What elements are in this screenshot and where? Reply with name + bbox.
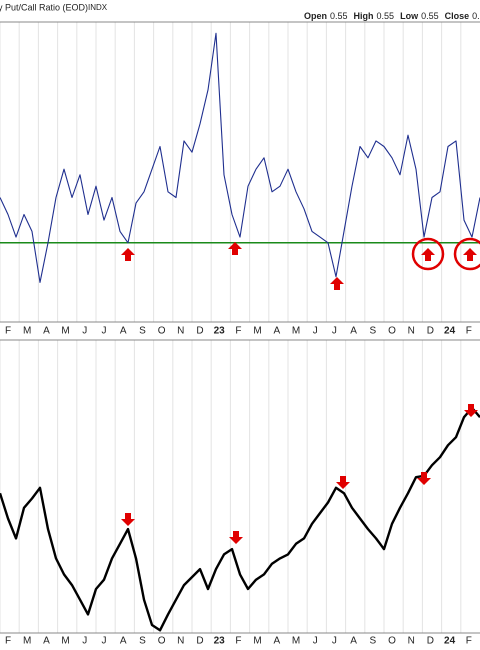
x-tick-label: F (5, 636, 11, 647)
x-tick-label: M (61, 636, 69, 647)
x-tick-label: A (273, 636, 280, 647)
x-tick-label: N (408, 326, 415, 337)
x-tick-label: M (253, 326, 261, 337)
x-tick-label: N (177, 326, 184, 337)
annotations (121, 237, 480, 544)
data-line (0, 32, 480, 283)
data-line (0, 406, 480, 632)
x-tick-label: J (82, 326, 87, 337)
bottom-panel-frame (0, 339, 480, 634)
x-tick-label: M (61, 326, 69, 337)
circle-annotation (411, 237, 445, 271)
x-tick-label: A (43, 636, 50, 647)
x-tick-label: S (369, 326, 376, 337)
x-tick-label: J (102, 636, 107, 647)
x-tick-label: F (466, 326, 472, 337)
top-panel-frame (0, 21, 480, 323)
x-tick-label: J (313, 636, 318, 647)
x-tick-label: J (313, 326, 318, 337)
x-tick-label: D (427, 636, 434, 647)
circle-annotation (453, 237, 480, 271)
x-tick-label: J (102, 326, 107, 337)
chart-title: y Put/Call Ratio (EOD) (0, 2, 88, 12)
x-tick-label: A (43, 326, 50, 337)
x-tick-label: N (408, 636, 415, 647)
x-tick-label: M (292, 326, 300, 337)
x-tick-label: O (388, 636, 396, 647)
x-tick-label: 24 (444, 636, 456, 647)
exchange-label: INDX (88, 3, 108, 12)
x-tick-label: J (332, 326, 337, 337)
x-tick-label: A (120, 636, 127, 647)
quote-label: Low (400, 11, 419, 21)
x-tick-label: A (273, 326, 280, 337)
x-tick-label: M (23, 636, 31, 647)
x-tick-label: 23 (214, 326, 226, 337)
quote-value: 0.55 (421, 11, 439, 21)
x-tick-label: D (427, 326, 434, 337)
x-tick-label: F (466, 636, 472, 647)
x-tick-label: N (177, 636, 184, 647)
plot (0, 32, 480, 632)
quote-label: Open (304, 11, 327, 21)
x-tick-label: M (292, 636, 300, 647)
x-tick-label: J (332, 636, 337, 647)
x-tick-label: 24 (444, 326, 456, 337)
x-tick-label: F (235, 636, 241, 647)
x-tick-label: S (139, 326, 146, 337)
x-tick-label: O (158, 326, 166, 337)
quote-value: 0.55 (472, 11, 480, 21)
x-tick-label: O (388, 326, 396, 337)
x-tick-label: M (253, 636, 261, 647)
quote-value: 0.55 (330, 11, 348, 21)
quote-label: High (354, 11, 374, 21)
x-tick-label: F (5, 326, 11, 337)
x-tick-label: S (139, 636, 146, 647)
quote-label: Close (445, 11, 470, 21)
x-tick-label: S (369, 636, 376, 647)
x-tick-label: J (82, 636, 87, 647)
x-tick-label: A (120, 326, 127, 337)
x-tick-label: O (158, 636, 166, 647)
quote-value: 0.55 (377, 11, 395, 21)
x-tick-label: M (23, 326, 31, 337)
x-tick-label: A (350, 636, 357, 647)
x-tick-label: A (350, 326, 357, 337)
x-tick-label: D (196, 326, 203, 337)
x-tick-label: 23 (214, 636, 226, 647)
x-tick-label: F (235, 326, 241, 337)
x-tick-label: D (196, 636, 203, 647)
